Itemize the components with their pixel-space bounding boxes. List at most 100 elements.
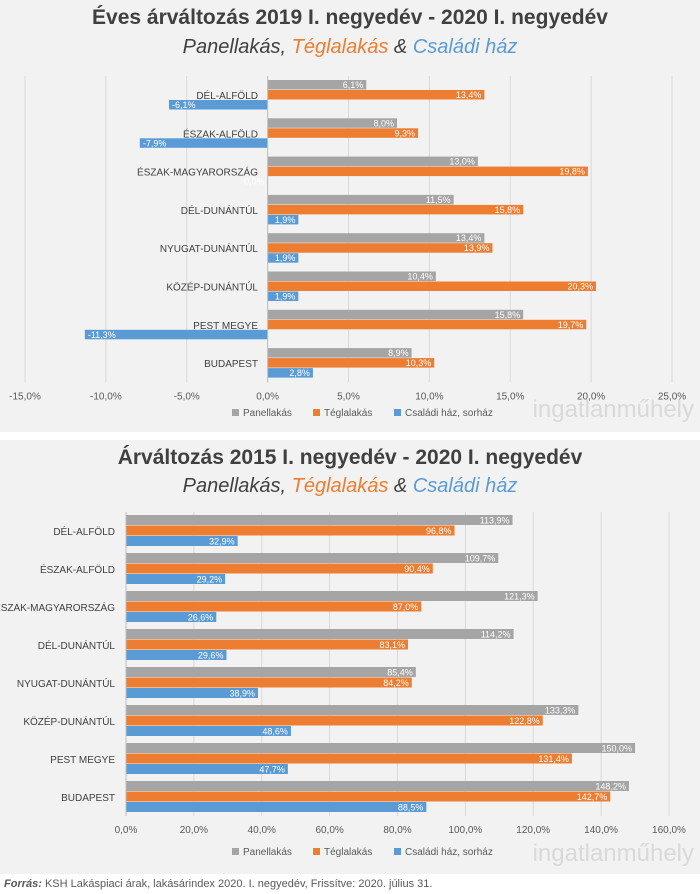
chart-panel-annual: Éves árváltozás 2019 I. negyedév - 2020 … [0,0,700,432]
bar-panel [267,118,398,128]
subtitle-brick: Téglalakás [291,475,389,497]
bar-brick [126,791,611,802]
category-label: KÖZÉP-DUNÁNTÚL [23,715,115,728]
bar-brick [126,639,409,650]
subtitle-house: Családi ház [412,36,518,58]
source-note: Forrás: KSH Lakáspiaci árak, lakásárinde… [4,878,432,890]
category-label: BUDAPEST [61,793,115,804]
bar-brick [126,563,433,574]
data-label: 19,7% [558,320,584,330]
data-label: 8,0% [374,118,395,128]
x-tick-label: -10,0% [90,391,122,402]
bar-chart-annual: -15,0% -10,0% -5,0% 0,0% 5,0% 10,0% 15,0% 20,0%… [9,76,686,419]
x-tick-label: 5,0% [337,391,360,402]
data-label: 38,9% [229,689,255,699]
subtitle-separator: & [388,36,413,58]
x-tick-label: 0,0% [256,391,279,402]
data-label: 15,8% [495,205,521,215]
data-label: 150,0% [602,744,633,754]
bar-brick [267,204,524,215]
category-label: NYUGAT-DUNÁNTÚL [160,242,259,255]
data-label: 121,3% [504,592,535,602]
bar-house [126,574,226,584]
bar-house [267,214,299,225]
data-label: 11,5% [426,195,451,205]
bar-house [139,138,268,148]
data-label: 109,7% [465,554,496,564]
bar-house [126,726,291,736]
subtitle-house: Családi ház [412,475,518,497]
watermark: ingatlanműhely [532,396,694,423]
subtitle-separator: & [388,475,413,497]
bar-brick [126,525,455,536]
chart-subtitle: Panellakás, Téglalakás & Családi ház [0,475,700,498]
data-label: 8,9% [388,348,409,358]
legend-label: Téglalakás [324,408,372,419]
data-label: 26,6% [188,613,214,623]
x-tick-label: 120,0% [516,825,550,836]
category-label: DÉL-ALFÖLD [53,525,115,538]
data-label: 32,9% [209,537,235,547]
category-label: ÉSZAK-MAGYARORSZÁG [137,166,258,179]
subtitle-panel: Panellakás [182,475,281,497]
category-label: KÖZÉP-DUNÁNTÚL [166,281,258,294]
data-label: 29,6% [198,651,224,661]
data-label: -11,3% [88,330,116,340]
bar-chart-5year: 0,0% 20,0% 40,0% 60,0% 80,0% 100,0% 120,0% 140,… [0,512,686,858]
legend-swatch [394,409,401,416]
bar-house [267,291,299,301]
bar-house [126,612,217,622]
data-label: 142,7% [577,792,608,802]
data-label: 13,9% [464,243,490,253]
chart-panel-5year: Árváltozás 2015 I. negyedév - 2020 I. ne… [0,440,700,874]
data-label: -6,1% [172,100,196,110]
legend-swatch [232,409,239,416]
data-label: 6,1% [343,80,364,90]
watermark: ingatlanműhely [532,840,694,867]
category-label: PEST MEGYE [50,755,115,766]
x-tick-label: -15,0% [9,391,41,402]
data-label: -7,9% [143,138,167,148]
bar-panel [267,233,485,243]
x-tick-label: 80,0% [383,825,411,836]
bar-panel [126,667,416,677]
legend-label: Panellakás [243,408,292,419]
x-tick-label: 20,0% [577,391,605,402]
data-label: 1,9% [275,253,296,263]
bar-house [84,329,268,340]
bar-brick [126,677,412,688]
source-text: KSH Lakáspiaci árak, lakásárindex 2020. … [41,878,433,890]
bar-house [126,764,288,774]
category-label: PEST MEGYE [193,321,258,332]
bar-panel [267,80,367,90]
chart-title: Éves árváltozás 2019 I. negyedév - 2020 … [92,6,608,29]
bar-house [126,650,227,660]
data-label: 0,0% [244,177,265,187]
data-label: 29,2% [197,575,223,585]
bar-panel [126,553,499,563]
data-label: 9,3% [395,128,416,138]
x-tick-label: 100,0% [448,825,482,836]
bar-house [168,100,268,110]
data-label: 84,2% [383,678,409,688]
legend-label: Családi ház, sorház [405,408,493,419]
bar-panel [267,348,412,358]
data-label: 87,0% [393,602,419,612]
source-label: Forrás: [4,878,42,890]
bar-panel [267,194,454,205]
bar-brick [126,601,422,612]
bar-panel [267,271,436,281]
bar-brick [267,243,493,253]
bar-panel [126,515,513,525]
data-label: 10,4% [407,272,433,282]
data-label: 114,2% [481,630,511,640]
data-label: 10,3% [406,358,432,368]
bar-house [267,368,313,378]
legend-label: Panellakás [243,847,292,858]
x-tick-label: 60,0% [315,825,343,836]
bar-panel [126,591,538,601]
bar-panel [126,743,636,753]
bar-brick [267,281,596,291]
legend-swatch [232,848,239,855]
category-label: ÉSZAK-MAGYARORSZÁG [0,601,115,614]
